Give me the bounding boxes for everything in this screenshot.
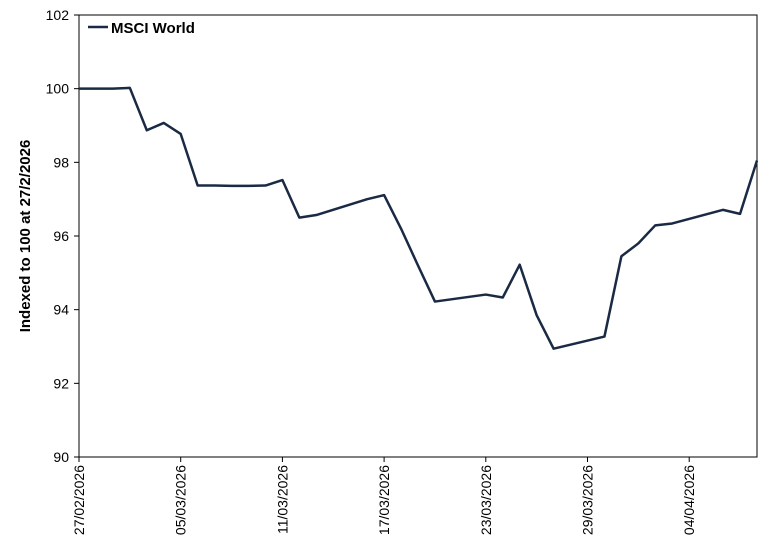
y-tick-label: 94 [53,302,69,318]
x-tick-label: 04/04/2026 [681,465,697,535]
legend-label: MSCI World [111,20,195,37]
y-tick-label: 92 [53,375,69,391]
legend: MSCI World [88,20,195,37]
x-tick-label: 23/03/2026 [478,465,494,535]
x-tick-label: 05/03/2026 [173,465,189,535]
x-tick-label: 17/03/2026 [376,465,392,535]
y-tick-label: 90 [53,449,69,465]
y-tick-label: 102 [46,7,70,23]
y-tick-label: 96 [53,228,69,244]
y-axis-title: Indexed to 100 at 27/2/2026 [17,140,34,333]
x-tick-label: 29/03/2026 [580,465,596,535]
series-line-msci-world [79,86,759,350]
y-tick-label: 98 [53,154,69,170]
x-tick-label: 27/02/2026 [71,465,87,535]
x-tick-label: 11/03/2026 [274,465,290,534]
y-tick-label: 100 [46,81,70,97]
x-axis: 27/02/2026 05/03/2026 11/03/2026 17/03/2026… [71,457,697,535]
y-axis: 90 92 94 96 98 100 102 [46,7,79,465]
plot-area [78,14,758,458]
